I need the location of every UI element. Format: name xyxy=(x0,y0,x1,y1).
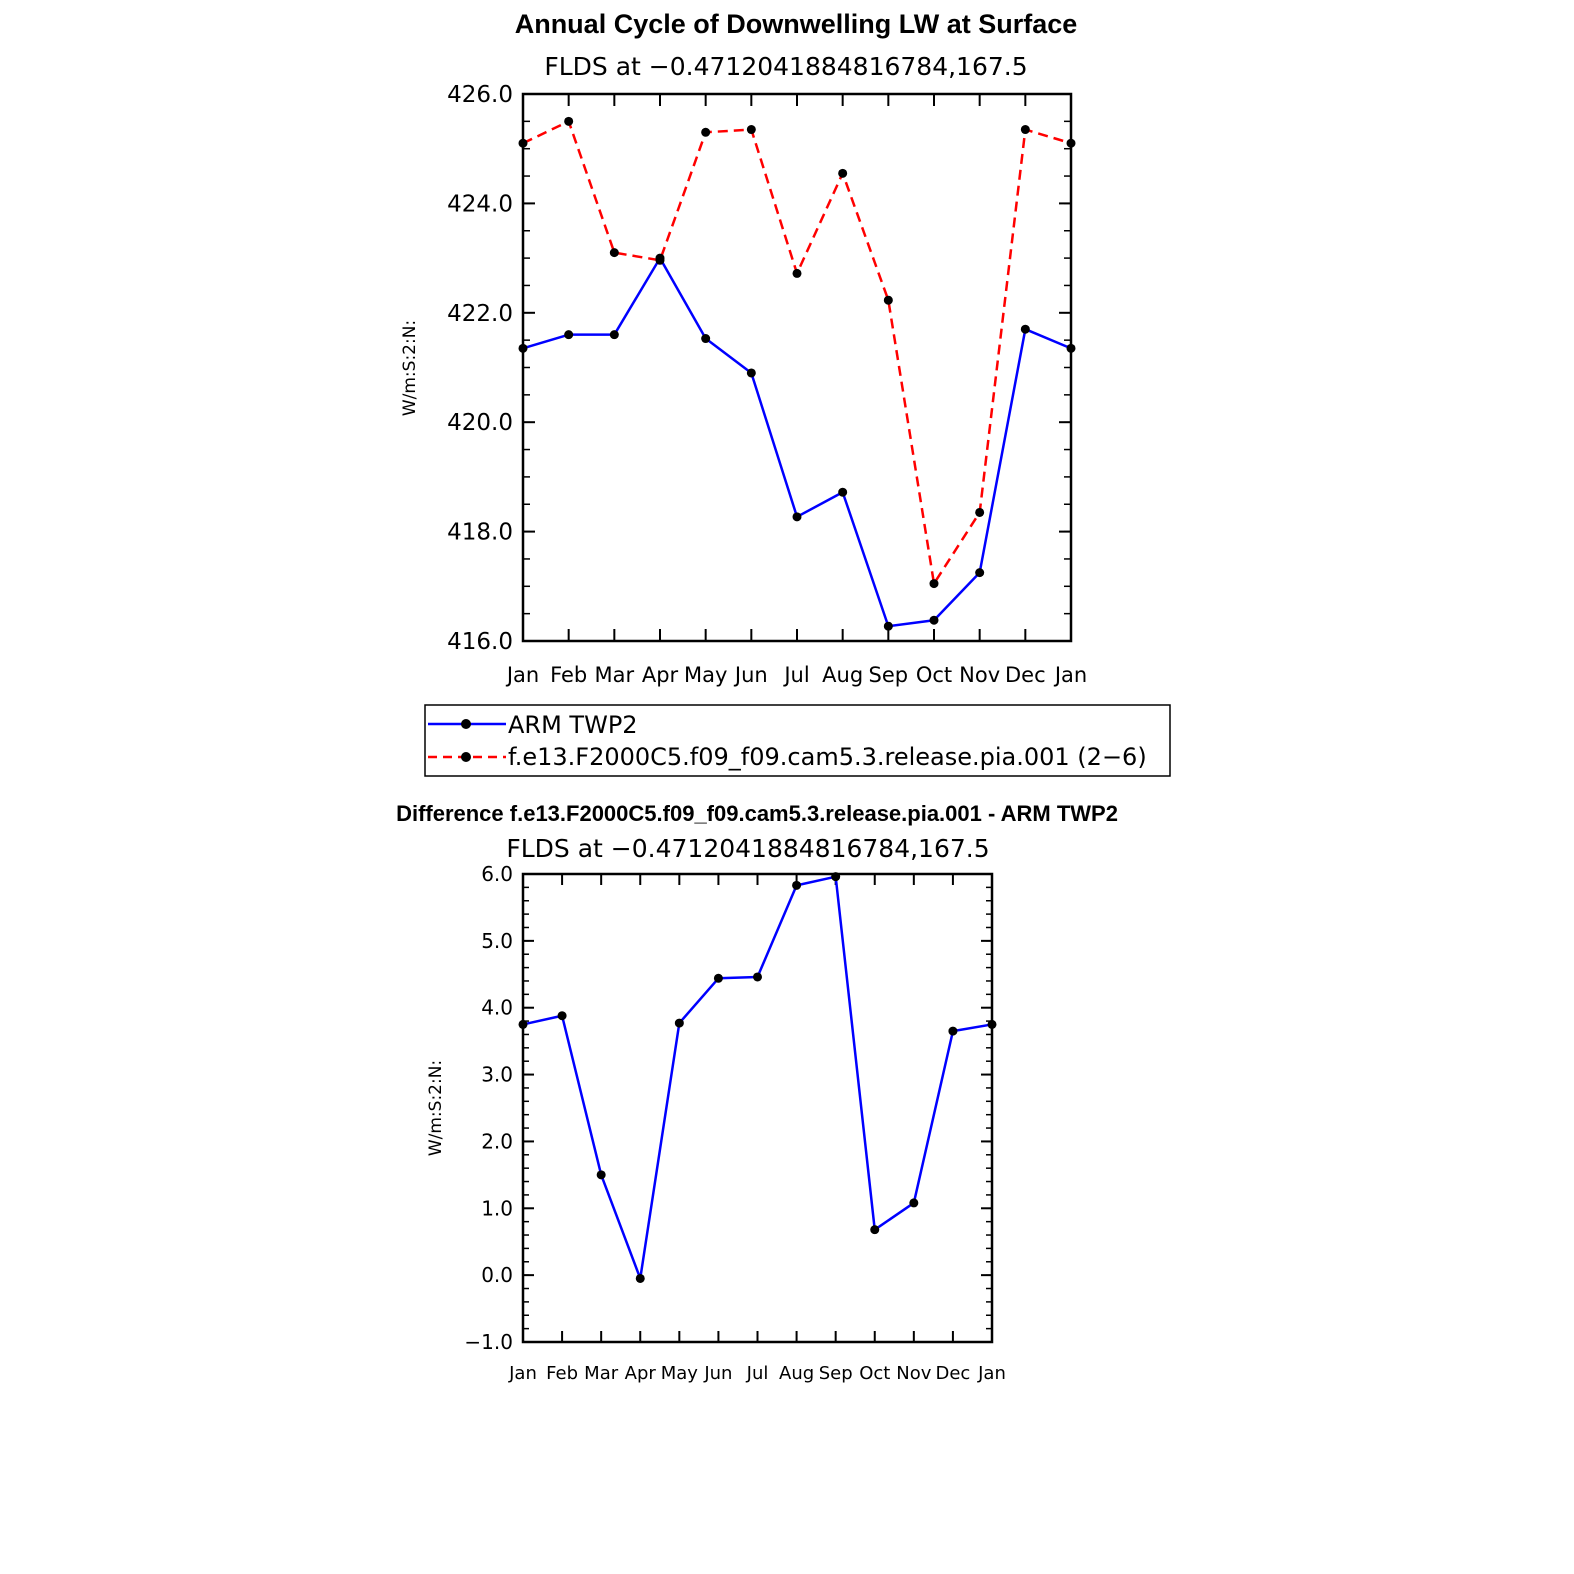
series-1-point xyxy=(655,255,665,265)
x-tick-label: Sep xyxy=(819,1363,853,1384)
series-1-point xyxy=(1020,125,1030,135)
y-tick-label: 424.0 xyxy=(447,191,513,217)
x-tick-label: Oct xyxy=(916,663,952,687)
series-0-point xyxy=(674,1018,684,1028)
x-tick-label: Feb xyxy=(550,663,587,687)
top-x-tick-labels: Jan Feb Mar Apr May Jun Jul Aug Sep Oct Nov Dec Jan xyxy=(505,663,1087,687)
bottom-panel: Difference f.e13.F2000C5.f09_f09.cam5.3.… xyxy=(396,801,1118,1384)
x-tick-label: Apr xyxy=(625,1363,657,1384)
top-panel: Annual Cycle of Downwelling LW at Surfac… xyxy=(400,9,1171,777)
x-tick-label: May xyxy=(684,663,727,687)
x-tick-label: Jun xyxy=(733,663,768,687)
series-1-point xyxy=(701,127,711,137)
y-tick-label: 426.0 xyxy=(447,82,513,108)
series-0-point xyxy=(975,568,985,578)
y-tick-label: 5.0 xyxy=(481,929,513,953)
y-tick-label: 4.0 xyxy=(481,996,513,1020)
series-0-point xyxy=(792,880,802,890)
y-tick-label: 418.0 xyxy=(447,520,513,546)
x-tick-label: Jan xyxy=(1053,663,1087,687)
series-1-point xyxy=(746,125,756,135)
series-1-point xyxy=(609,248,619,258)
series-0-point xyxy=(838,487,848,497)
y-tick-label: 0.0 xyxy=(481,1263,513,1287)
top-plot-frame xyxy=(521,92,1073,643)
y-tick-label: 422.0 xyxy=(447,301,513,327)
bottom-series-layer xyxy=(518,872,997,1283)
x-tick-label: Apr xyxy=(642,663,679,687)
series-0-point xyxy=(753,972,762,982)
top-y-axis-label: W/m:S:2:N: xyxy=(400,320,420,416)
series-0-point xyxy=(564,330,574,340)
series-0-point xyxy=(701,334,711,344)
series-0-point xyxy=(929,615,939,625)
legend: ARM TWP2 f.e13.F2000C5.f09_f09.cam5.3.re… xyxy=(424,704,1171,777)
series-0-point xyxy=(596,1170,606,1180)
series-1-point xyxy=(564,116,574,126)
x-tick-label: Jan xyxy=(508,1363,537,1384)
x-tick-label: May xyxy=(661,1363,699,1384)
legend-label-model: f.e13.F2000C5.f09_f09.cam5.3.release.pia… xyxy=(508,743,1147,771)
bottom-y-tick-labels: −1.0 0.0 1.0 2.0 3.0 4.0 5.0 6.0 xyxy=(464,862,513,1354)
bottom-y-axis-label: W/m:S:2:N: xyxy=(426,1060,446,1156)
x-tick-label: Mar xyxy=(595,663,635,687)
y-tick-label: 1.0 xyxy=(481,1196,513,1220)
bottom-x-tick-labels: Jan Feb Mar Apr May Jun Jul Aug Sep Oct Nov Dec Jan xyxy=(508,1363,1006,1384)
top-axis-ticks xyxy=(522,93,1072,642)
x-tick-label: Aug xyxy=(779,1363,814,1384)
series-0-point xyxy=(948,1026,958,1036)
y-tick-label: 2.0 xyxy=(481,1129,513,1153)
x-tick-label: Feb xyxy=(546,1363,578,1384)
series-0-point xyxy=(713,973,723,983)
series-0-point xyxy=(557,1011,567,1021)
top-chart-title: Annual Cycle of Downwelling LW at Surfac… xyxy=(515,9,1078,39)
series-0-point xyxy=(609,330,619,340)
legend-label-arm-twp2: ARM TWP2 xyxy=(508,711,638,739)
x-tick-label: Aug xyxy=(822,663,863,687)
series-1-point xyxy=(975,507,985,517)
x-tick-label: Oct xyxy=(859,1363,890,1384)
x-tick-label: Mar xyxy=(584,1363,619,1384)
legend-box xyxy=(424,704,1171,777)
y-tick-label: 6.0 xyxy=(481,862,513,886)
series-0-point xyxy=(792,512,802,522)
bottom-chart-title: Difference f.e13.F2000C5.f09_f09.cam5.3.… xyxy=(396,801,1118,826)
series-0-point xyxy=(746,368,756,378)
series-1-point xyxy=(929,579,939,589)
series-1-point xyxy=(883,295,893,305)
top-series-layer xyxy=(518,116,1076,631)
bottom-chart-subtitle: FLDS at −0.4712041884816784,167.5 xyxy=(506,834,989,863)
x-tick-label: Jul xyxy=(746,1363,769,1384)
top-chart-subtitle: FLDS at −0.4712041884816784,167.5 xyxy=(544,52,1027,81)
y-tick-label: 420.0 xyxy=(447,410,513,436)
series-0-point xyxy=(870,1225,880,1235)
x-tick-label: Dec xyxy=(1005,663,1046,687)
series-1-point xyxy=(792,268,802,278)
x-tick-label: Jun xyxy=(703,1363,732,1384)
series-0-point xyxy=(883,621,893,631)
series-1-point xyxy=(838,168,848,178)
legend-marker-arm-twp2 xyxy=(461,719,471,729)
x-tick-label: Jul xyxy=(782,663,809,687)
legend-marker-model xyxy=(461,752,471,762)
y-tick-label: 3.0 xyxy=(481,1063,513,1087)
series-0-point xyxy=(909,1198,919,1208)
x-tick-label: Dec xyxy=(935,1363,970,1384)
x-tick-label: Nov xyxy=(896,1363,931,1384)
x-tick-label: Nov xyxy=(959,663,1000,687)
bottom-plot-frame xyxy=(521,872,994,1344)
series-0-point xyxy=(635,1273,645,1283)
x-tick-label: Jan xyxy=(505,663,539,687)
x-tick-label: Jan xyxy=(977,1363,1006,1384)
series-0-point xyxy=(1020,324,1030,334)
y-tick-label: −1.0 xyxy=(464,1330,513,1354)
y-tick-label: 416.0 xyxy=(447,629,513,655)
top-y-tick-labels: 416.0 418.0 420.0 422.0 424.0 426.0 xyxy=(447,82,513,655)
x-tick-label: Sep xyxy=(869,663,909,687)
